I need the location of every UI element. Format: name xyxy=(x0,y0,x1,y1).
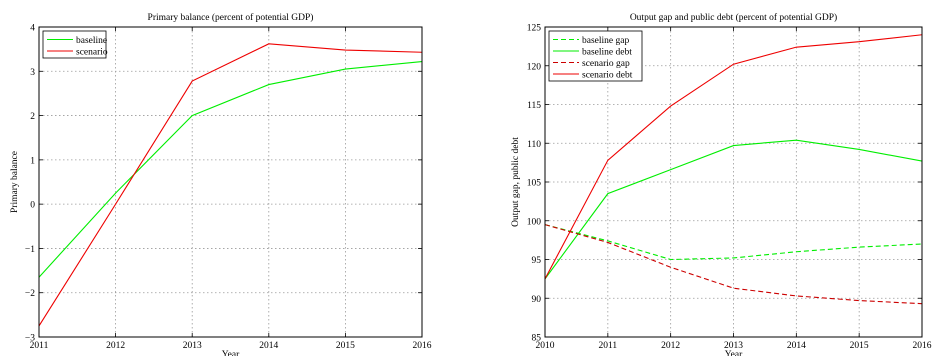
plot-frame xyxy=(38,26,423,338)
y-tick-label: −2 xyxy=(25,289,35,299)
x-tick-label: 2012 xyxy=(106,341,125,351)
series-line-scenario xyxy=(38,43,423,327)
x-tick-label: 2016 xyxy=(913,341,932,351)
chart-title: Primary balance (percent of potential GD… xyxy=(148,12,314,23)
y-tick-label: 0 xyxy=(30,201,35,211)
x-tick-label: 2015 xyxy=(336,341,355,351)
y-tick-label: 85 xyxy=(532,334,542,344)
x-tick-label: 2011 xyxy=(599,341,618,351)
y-tick-label: 110 xyxy=(527,140,541,150)
legend-label: baseline gap xyxy=(582,36,629,46)
series-line-baseline xyxy=(38,60,423,278)
y-tick-label: 2 xyxy=(30,112,35,122)
x-tick-label: 2016 xyxy=(413,341,432,351)
chart-1: 2011 2012 2013 2014 2015 2016 −3 −2 −1 0 1 2 3 4 Prima… xyxy=(10,12,432,356)
x-tick-label: 2012 xyxy=(661,341,680,351)
y-tick-label: 4 xyxy=(30,24,35,34)
y-tick-label: 90 xyxy=(532,295,542,305)
y-tick-label: 115 xyxy=(527,101,541,111)
legend-label: baseline xyxy=(76,36,107,46)
y-tick-label: 100 xyxy=(527,217,542,227)
legend-label: baseline debt xyxy=(582,47,632,57)
y-tick-label: 125 xyxy=(527,24,542,34)
x-tick-label: 2010 xyxy=(536,341,555,351)
chart-title: Output gap and public debt (percent of p… xyxy=(630,12,837,23)
x-axis-label: Year xyxy=(725,350,743,356)
x-tick-label: 2011 xyxy=(30,341,49,351)
x-tick-label: 2014 xyxy=(259,341,278,351)
y-tick-label: 1 xyxy=(30,156,35,166)
y-tick-label: −1 xyxy=(25,245,35,255)
y-axis-label: Primary balance xyxy=(10,151,20,213)
series-line-baseline-gap xyxy=(544,224,923,261)
y-tick-label: −3 xyxy=(25,334,35,344)
y-tick-label: 105 xyxy=(527,179,542,189)
y-tick-label: 120 xyxy=(527,62,542,72)
x-tick-label: 2015 xyxy=(850,341,869,351)
chart-2: 2010 2011 2012 2013 2014 2015 2016 85 90 95 100 105… xyxy=(511,12,932,356)
y-axis-label: Output gap, public debt xyxy=(511,137,521,227)
legend-box xyxy=(42,30,107,59)
x-tick-label: 2013 xyxy=(724,341,743,351)
series-line-scenario-gap xyxy=(544,224,923,305)
legend-label: scenario xyxy=(76,47,108,57)
x-tick-label: 2014 xyxy=(787,341,806,351)
y-tick-label: 95 xyxy=(532,256,542,266)
x-axis-label: Year xyxy=(222,350,240,356)
legend-label: scenario debt xyxy=(582,70,633,80)
x-tick-label: 2013 xyxy=(183,341,202,351)
series-line-scenario-debt xyxy=(544,34,923,280)
legend-label: scenario gap xyxy=(582,59,630,69)
y-tick-label: 3 xyxy=(30,68,35,78)
series-line-baseline-debt xyxy=(544,139,923,280)
